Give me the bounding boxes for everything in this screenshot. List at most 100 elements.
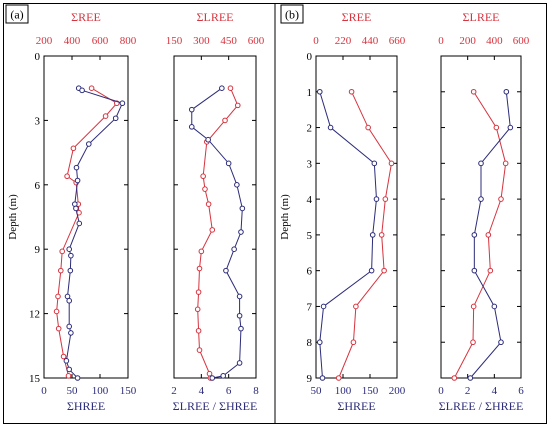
y-tick-label: 9: [307, 373, 313, 385]
top-axis-label: ΣREE: [71, 10, 101, 24]
blue-data-point: [236, 312, 243, 319]
plot-frame: [440, 55, 522, 379]
bottom-tick-label: 2: [171, 385, 177, 397]
bottom-tick-label: 4: [492, 385, 498, 397]
blue-data-point: [478, 160, 484, 167]
y-tick-label: 1: [307, 87, 313, 99]
red-data-point: [382, 196, 389, 202]
bottom-tick-label: 4: [199, 385, 205, 397]
top-axis-label: ΣREE: [342, 10, 372, 24]
red-data-point: [350, 339, 357, 346]
bottom-tick-label: 0: [438, 385, 444, 397]
bottom-tick-label: 8: [253, 385, 259, 397]
y-tick-label: 6: [35, 180, 41, 192]
blue-data-point: [188, 124, 195, 130]
blue-data-point: [231, 246, 237, 252]
red-data-point: [227, 85, 234, 91]
blue-series-line: [191, 87, 243, 379]
red-data-point: [485, 232, 492, 238]
blue-data-point: [503, 88, 510, 95]
red-data-point: [196, 347, 203, 353]
top-tick-label: 600: [92, 35, 109, 47]
bottom-tick-label: 6: [518, 385, 524, 397]
blue-data-point: [68, 252, 74, 259]
bottom-axis-label: ΣHREE: [337, 399, 375, 413]
blue-series-line: [319, 91, 377, 379]
red-data-point: [487, 267, 494, 274]
blue-data-point: [66, 366, 72, 373]
red-data-point: [196, 265, 203, 272]
y-axis-label: Depth (m): [7, 194, 19, 240]
bottom-axis-label: ΣLREE / ΣHREE: [439, 399, 524, 413]
blue-data-point: [112, 115, 119, 122]
panel-label: (b): [285, 8, 299, 22]
red-data-point: [378, 232, 385, 238]
red-data-point: [58, 267, 64, 274]
red-data-point: [195, 327, 202, 334]
top-tick-label: 440: [362, 35, 379, 47]
top-tick-label: 400: [486, 35, 503, 47]
bottom-tick-label: 200: [389, 385, 406, 397]
red-data-point: [348, 88, 355, 95]
blue-data-point: [74, 177, 81, 184]
blue-data-point: [66, 323, 72, 330]
top-tick-label: 200: [459, 35, 476, 47]
y-tick-label: 0: [35, 51, 41, 63]
blue-data-point: [373, 196, 380, 202]
blue-data-point: [236, 293, 243, 300]
y-tick-label: 15: [29, 373, 41, 385]
blue-data-point: [66, 246, 72, 252]
top-tick-label: 600: [513, 35, 530, 47]
y-tick-label: 2: [307, 123, 313, 135]
y-tick-label: 6: [307, 266, 313, 278]
red-data-point: [194, 306, 201, 313]
blue-data-point: [73, 205, 79, 212]
blue-data-point: [238, 325, 244, 332]
blue-data-point: [320, 303, 327, 310]
top-tick-label: 660: [389, 35, 406, 47]
blue-data-point: [73, 164, 80, 171]
y-tick-label: 3: [35, 115, 41, 127]
blue-data-point: [478, 196, 484, 202]
blue-series-line: [65, 87, 124, 379]
blue-data-point: [371, 160, 378, 167]
red-data-point: [451, 375, 458, 381]
red-data-point: [493, 124, 500, 131]
red-series-line: [197, 88, 239, 379]
plot-frame: [173, 55, 257, 379]
top-tick-label: 600: [248, 35, 265, 47]
top-tick-label: 200: [36, 35, 53, 47]
red-series-line: [453, 91, 507, 379]
red-data-point: [88, 85, 95, 91]
blue-data-point: [220, 373, 226, 379]
red-data-point: [202, 186, 208, 192]
blue-data-point: [316, 339, 323, 346]
top-tick-label: 220: [335, 35, 352, 47]
red-data-point: [502, 160, 509, 167]
blue-data-point: [467, 375, 474, 381]
blue-data-point: [327, 124, 334, 131]
top-tick-label: 300: [193, 35, 210, 47]
y-tick-label: 5: [307, 230, 313, 242]
top-tick-label: 800: [120, 35, 137, 47]
y-tick-label: 12: [29, 309, 40, 321]
red-series-line: [56, 87, 118, 376]
red-data-point: [53, 308, 60, 315]
blue-data-point: [238, 229, 244, 235]
y-tick-label: 0: [307, 51, 313, 63]
y-tick-label: 7: [307, 301, 313, 313]
y-tick-label: 4: [307, 194, 313, 206]
red-data-point: [198, 248, 205, 255]
red-data-point: [234, 102, 241, 109]
blue-data-point: [239, 205, 246, 212]
blue-data-point: [507, 124, 514, 131]
blue-data-point: [236, 360, 243, 366]
top-axis-label: ΣLREE: [463, 10, 500, 24]
bottom-tick-label: 2: [465, 385, 471, 397]
blue-data-point: [76, 220, 83, 227]
blue-data-point: [188, 106, 195, 113]
blue-data-point: [119, 100, 126, 107]
blue-data-point: [223, 267, 229, 274]
